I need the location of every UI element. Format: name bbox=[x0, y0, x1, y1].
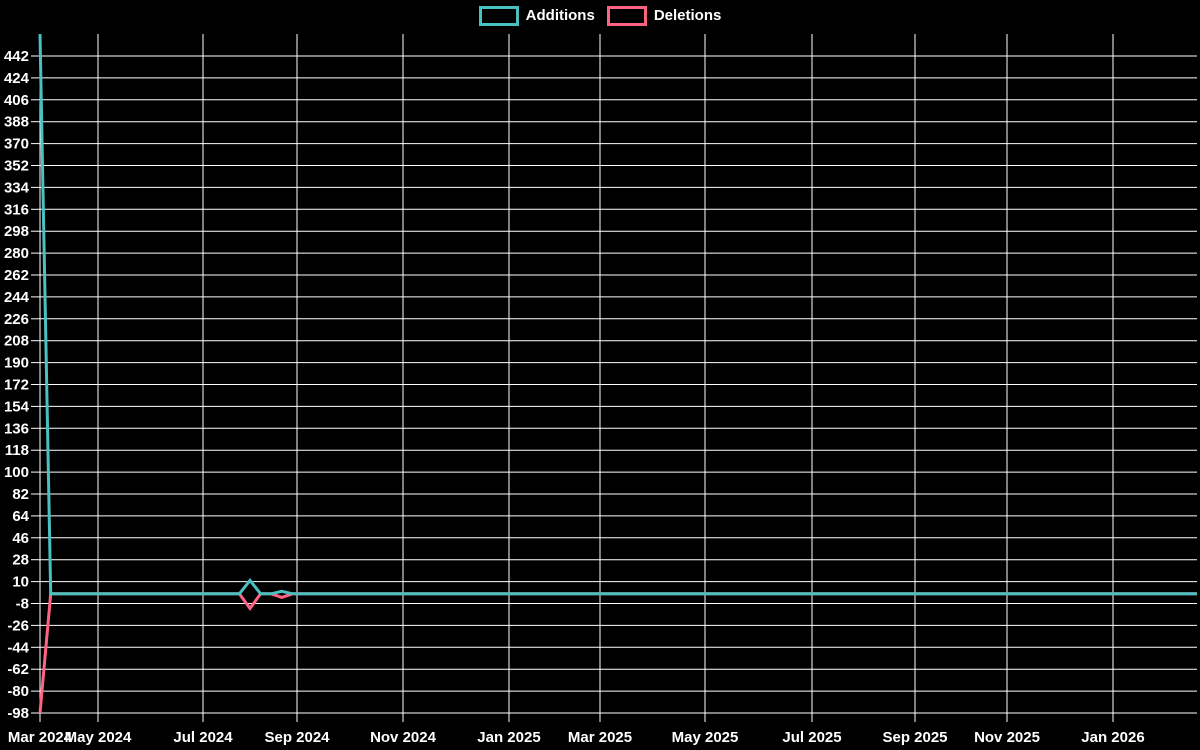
legend-item-additions[interactable]: Additions bbox=[478, 6, 595, 26]
y-axis-label: 208 bbox=[4, 333, 29, 350]
legend-label-additions: Additions bbox=[525, 7, 595, 24]
y-axis-label: 46 bbox=[12, 530, 29, 547]
x-axis-label: Jul 2024 bbox=[173, 729, 233, 746]
y-axis-label: 424 bbox=[4, 70, 30, 87]
y-axis-label: -98 bbox=[7, 705, 29, 722]
y-axis-label: 154 bbox=[4, 398, 30, 415]
y-axis-label: 190 bbox=[4, 355, 29, 372]
y-axis-label: 64 bbox=[12, 508, 29, 525]
additions-swatch-icon bbox=[478, 6, 519, 26]
axis-labels: 442 424 406 388 370 352 334 316 298 280 262 244 226 2… bbox=[4, 48, 1145, 746]
y-axis-label: -26 bbox=[7, 617, 29, 634]
x-axis-label: Nov 2025 bbox=[974, 729, 1040, 746]
x-axis-label: Jan 2026 bbox=[1081, 729, 1144, 746]
deletions-swatch-icon bbox=[606, 6, 647, 26]
y-axis-label: -8 bbox=[16, 596, 29, 613]
x-axis-label: Mar 2024 bbox=[8, 729, 73, 746]
y-axis-label: 10 bbox=[12, 574, 29, 591]
grid bbox=[31, 34, 1197, 722]
y-axis-label: 352 bbox=[4, 158, 29, 175]
y-axis-label: 262 bbox=[4, 267, 29, 284]
y-axis-label: 172 bbox=[4, 377, 29, 394]
y-axis-label: 316 bbox=[4, 201, 29, 218]
y-axis-label: 280 bbox=[4, 245, 29, 262]
y-axis-label: 28 bbox=[12, 552, 29, 569]
y-axis-label: 100 bbox=[4, 464, 29, 481]
x-axis-label: Jul 2025 bbox=[782, 729, 841, 746]
series-lines bbox=[38, 34, 1197, 714]
y-axis-label: 388 bbox=[4, 114, 29, 131]
y-axis-label: 370 bbox=[4, 136, 29, 153]
y-axis-label: -80 bbox=[7, 683, 29, 700]
y-axis-label: 82 bbox=[12, 486, 29, 503]
x-axis-label: Sep 2025 bbox=[882, 729, 947, 746]
y-axis-label: 136 bbox=[4, 420, 29, 437]
y-axis-label: 334 bbox=[4, 179, 30, 196]
y-axis-label: 298 bbox=[4, 223, 29, 240]
y-axis-label: 226 bbox=[4, 311, 29, 328]
additions-line bbox=[38, 34, 1197, 596]
x-axis-label: Mar 2025 bbox=[568, 729, 632, 746]
y-axis-label: 406 bbox=[4, 92, 29, 109]
y-axis-label: -62 bbox=[7, 661, 29, 678]
deletions-line bbox=[38, 592, 1197, 714]
legend-item-deletions[interactable]: Deletions bbox=[606, 6, 722, 26]
x-axis-label: Jan 2025 bbox=[477, 729, 540, 746]
x-axis-label: Nov 2024 bbox=[370, 729, 437, 746]
y-axis-label: 244 bbox=[4, 289, 30, 306]
x-axis-label: Sep 2024 bbox=[264, 729, 330, 746]
x-axis-label: May 2024 bbox=[65, 729, 132, 746]
y-axis-label: -44 bbox=[7, 639, 29, 656]
y-axis-label: 118 bbox=[5, 442, 29, 459]
x-axis-label: May 2025 bbox=[672, 729, 739, 746]
y-axis-label: 442 bbox=[4, 48, 29, 65]
legend: Additions Deletions bbox=[0, 6, 1200, 26]
legend-label-deletions: Deletions bbox=[653, 7, 722, 24]
